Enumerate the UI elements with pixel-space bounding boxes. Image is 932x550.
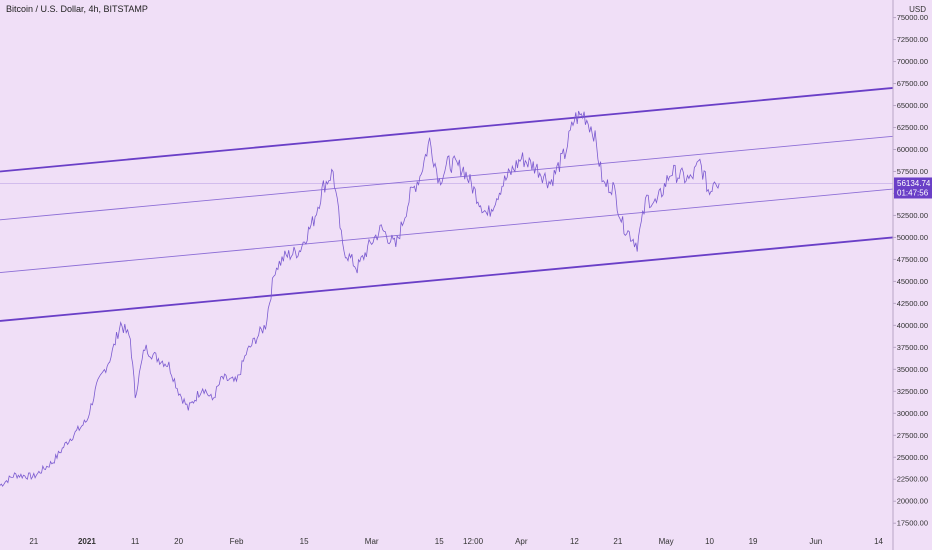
y-tick-label: 45000.00: [897, 277, 928, 286]
y-tick-label: 40000.00: [897, 321, 928, 330]
x-tick-label: 12:00: [463, 537, 484, 546]
y-tick-label: 50000.00: [897, 233, 928, 242]
bar-countdown-label: 01:47:56: [897, 188, 929, 197]
y-tick-label: 52500.00: [897, 211, 928, 220]
channel-line-3: [0, 236, 894, 322]
y-tick-label: 57500.00: [897, 167, 928, 176]
y-tick-label: 42500.00: [897, 299, 928, 308]
y-tick-label: 67500.00: [897, 79, 928, 88]
chart-title: Bitcoin / U.S. Dollar, 4h, BITSTAMP: [6, 4, 148, 14]
price-series-line: [0, 110, 720, 487]
x-tick-label: May: [659, 537, 674, 546]
y-tick-label: 37500.00: [897, 343, 928, 352]
last-price-badge: 56134.74 01:47:56: [894, 177, 932, 199]
y-tick-label: 35000.00: [897, 365, 928, 374]
x-tick-label: 15: [300, 537, 309, 546]
x-tick-label: 10: [705, 537, 714, 546]
y-tick-label: 65000.00: [897, 101, 928, 110]
y-tick-label: 62500.00: [897, 123, 928, 132]
channel-line-1: [0, 135, 894, 221]
y-tick-label: 22500.00: [897, 475, 928, 484]
x-tick-label: 21: [613, 537, 622, 546]
last-price-badge-box: [894, 177, 932, 199]
x-tick-label: 19: [749, 537, 758, 546]
x-tick-label: 20: [174, 537, 183, 546]
y-tick-label: 70000.00: [897, 57, 928, 66]
y-tick-label: 20000.00: [897, 497, 928, 506]
y-axis-ticks[interactable]: 17500.00 20000.00 22500.00 25000.00 27500.00…: [893, 13, 928, 528]
y-tick-label: 72500.00: [897, 35, 928, 44]
y-tick-label: 47500.00: [897, 255, 928, 264]
axis-currency-label: USD: [909, 5, 926, 14]
x-tick-label: Apr: [515, 537, 528, 546]
y-tick-label: 25000.00: [897, 453, 928, 462]
y-tick-label: 17500.00: [897, 519, 928, 528]
x-tick-label: Mar: [365, 537, 379, 546]
y-tick-label: 75000.00: [897, 13, 928, 22]
x-tick-label: 15: [435, 537, 444, 546]
x-tick-label: 2021: [78, 537, 96, 546]
x-tick-label: 12: [570, 537, 579, 546]
y-tick-label: 32500.00: [897, 387, 928, 396]
y-tick-label: 60000.00: [897, 145, 928, 154]
channel-line-0: [0, 87, 894, 173]
x-tick-label: 21: [29, 537, 38, 546]
x-tick-label: Jun: [809, 537, 822, 546]
y-tick-label: 27500.00: [897, 431, 928, 440]
last-price-label: 56134.74: [897, 179, 931, 188]
channel-line-2: [0, 188, 894, 274]
x-tick-label: Feb: [230, 537, 244, 546]
x-tick-label: 11: [131, 537, 140, 546]
x-axis-ticks[interactable]: 21 2021 11 20 Feb 15 Mar 15 12:00 Apr 12 21 May 10 19 J…: [29, 537, 883, 546]
x-tick-label: 14: [874, 537, 883, 546]
channel-lines: [0, 87, 894, 322]
y-tick-label: 30000.00: [897, 409, 928, 418]
